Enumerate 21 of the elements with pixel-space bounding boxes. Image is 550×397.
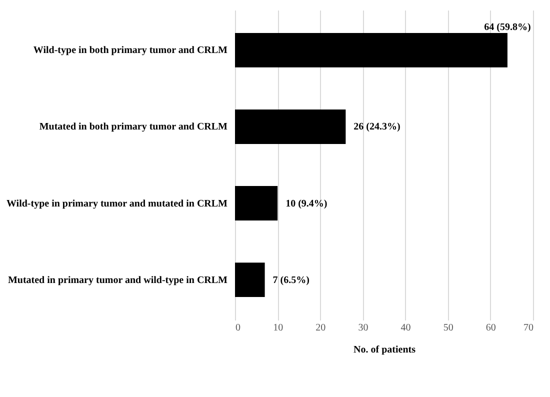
y-tick-label: Mutated in primary tumor and wild-type in CRLM	[8, 274, 228, 286]
x-tick-label: 20	[316, 322, 326, 334]
x-tick-label: 70	[524, 322, 534, 334]
x-tick-label: 0	[236, 322, 240, 334]
bar	[235, 110, 346, 144]
x-axis-title: No. of patients	[354, 344, 416, 356]
y-tick-label: Wild-type in both primary tumor and CRLM	[33, 45, 228, 56]
bar	[235, 186, 278, 220]
y-tick-label: Mutated in both primary tumor and CRLM	[39, 122, 228, 133]
x-tick-label: 50	[443, 322, 454, 334]
data-label: 64 (59.8%)	[484, 22, 531, 34]
data-label: 7 (6.5%)	[272, 274, 310, 286]
x-tick-label: 60	[486, 322, 496, 334]
data-label: 26 (24.3%)	[354, 122, 400, 133]
bar	[235, 32, 508, 68]
x-tick-label: 10	[273, 322, 284, 334]
bar	[235, 262, 265, 298]
data-label: 10 (9.4%)	[286, 198, 328, 210]
x-tick-label: 40	[400, 322, 411, 334]
y-tick-label: Wild-type in primary tumor and mutated in CRLM	[6, 198, 228, 210]
x-tick-label: 30	[358, 322, 368, 334]
